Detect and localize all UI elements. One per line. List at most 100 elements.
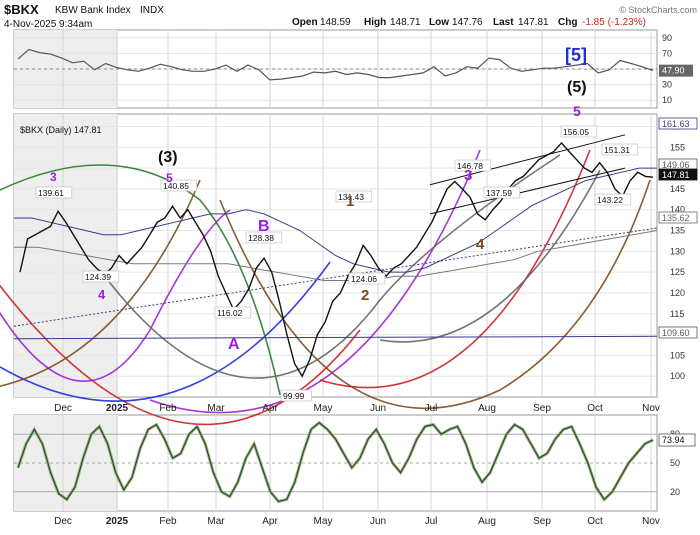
wave-label: 5 (166, 171, 173, 185)
last-label: Last (493, 17, 514, 28)
bottom-x-tick-label: 2025 (106, 516, 129, 527)
right-value-label: 149.06 (662, 160, 690, 170)
price-label: 124.39 (85, 272, 111, 282)
price-label-box (335, 190, 373, 203)
price-label-box (560, 125, 598, 138)
wave-arc-1 (0, 261, 331, 402)
long-trend-dotted (13, 227, 658, 327)
price-label-box (245, 231, 283, 244)
wave-arc-0 (0, 284, 361, 426)
price-label-box (214, 306, 252, 319)
wave-arc-9 (379, 169, 601, 343)
moving-average-short (14, 167, 657, 273)
wave-label: 3 (464, 167, 472, 184)
shade-band-price (14, 114, 118, 397)
wave-label: 5 (573, 103, 581, 119)
right-value-label: 135.62 (662, 213, 690, 223)
wave-label: 3 (50, 170, 57, 184)
price-label-box (594, 193, 632, 206)
price-x-tick-label: Nov (642, 403, 660, 414)
price-x-tick-label: Jun (370, 403, 386, 414)
channel-upper (429, 134, 626, 186)
price-x-tick-label: Oct (587, 403, 603, 414)
price-x-tick-label: May (314, 403, 333, 414)
price-label: 151.31 (604, 145, 630, 155)
wave-arc-3 (0, 209, 231, 383)
bottom-x-tick-label: Jun (370, 516, 386, 527)
right-value-box (658, 168, 698, 181)
price-label: 128.38 (248, 233, 274, 243)
bottom-last-value-box (658, 433, 696, 447)
chg-value: -1.85 (-1.23%) (582, 17, 646, 28)
wave-label: A (228, 336, 240, 353)
wave-arc-8 (319, 149, 591, 389)
price-y-tick-label: 145 (670, 184, 685, 194)
wave-arc-7 (99, 154, 561, 379)
bottom-x-tick-label: May (314, 516, 333, 527)
wave-label: (5) (567, 79, 587, 96)
chg-label: Chg (558, 17, 577, 28)
price-x-tick-label: Apr (262, 403, 278, 414)
wave-label: B (258, 218, 270, 235)
price-x-tick-label: Mar (207, 403, 225, 414)
price-label: 116.02 (217, 308, 243, 318)
lower-level-line (13, 335, 658, 340)
top-indicator-line (17, 48, 654, 81)
wave-arc-5 (0, 179, 201, 387)
price-label-box (280, 389, 312, 402)
bottom-x-tick-label: Dec (54, 516, 72, 527)
wave-label: [5] (565, 45, 587, 65)
top-last-value-box (659, 64, 693, 77)
channel-lower (429, 167, 626, 215)
wave-label: 1 (346, 193, 354, 210)
bottom-x-tick-label: Sep (533, 516, 551, 527)
bottom-x-tick-label: Oct (587, 516, 603, 527)
right-value-box (658, 117, 698, 130)
price-label: 99.99 (283, 391, 305, 401)
price-y-tick-label: 115 (670, 309, 684, 319)
right-value-label: 109.60 (662, 328, 690, 338)
last-value: 147.81 (518, 17, 549, 28)
price-y-tick-label: 140 (670, 205, 685, 215)
price-label: 156.05 (563, 127, 589, 137)
label-layer: 907050301047.901601551501451401351301251… (35, 33, 698, 527)
bottom-x-tick-label: Aug (478, 516, 496, 527)
price-label: 124.06 (351, 274, 377, 284)
price-label-box (454, 159, 492, 172)
right-value-box (658, 211, 698, 224)
price-label: 140.85 (163, 181, 189, 191)
price-x-tick-label: Sep (533, 403, 551, 414)
price-x-tick-label: Feb (159, 403, 177, 414)
price-label-box (160, 179, 198, 192)
right-value-label: 147.81 (662, 170, 690, 180)
top-y-tick-label: 30 (662, 80, 672, 90)
price-x-tick-label: Jul (425, 403, 438, 414)
low-label: Low (429, 17, 449, 28)
bottom-x-tick-label: Jul (425, 516, 438, 527)
grid-layer (14, 30, 657, 511)
wave-label: 2 (361, 287, 369, 304)
bottom-x-tick-label: Mar (207, 516, 225, 527)
symbol-label: $BKX (4, 2, 39, 17)
top-last-value-label: 47.90 (662, 66, 685, 76)
right-value-box (658, 326, 698, 339)
price-y-tick-label: 135 (670, 226, 685, 236)
price-label: 143.22 (597, 195, 623, 205)
wave-label: (3) (158, 149, 178, 166)
price-label: 131.43 (338, 192, 364, 202)
price-legend: $BKX (Daily) 147.81 (20, 125, 102, 135)
exchange-label: INDX (140, 5, 164, 16)
bottom-indicator-line (17, 422, 654, 502)
high-label: High (364, 17, 386, 28)
price-line (19, 141, 654, 378)
price-x-tick-label: 2025 (106, 403, 129, 414)
bottom-x-tick-label: Feb (159, 516, 177, 527)
datetime-label: 4-Nov-2025 9:34am (4, 19, 92, 30)
price-y-tick-label: 120 (670, 288, 685, 298)
elliott-wave-arcs (0, 149, 651, 426)
wave-label: 4 (98, 287, 106, 302)
price-label: 139.61 (38, 188, 64, 198)
price-label-box (348, 272, 386, 285)
price-label-box (35, 186, 73, 199)
